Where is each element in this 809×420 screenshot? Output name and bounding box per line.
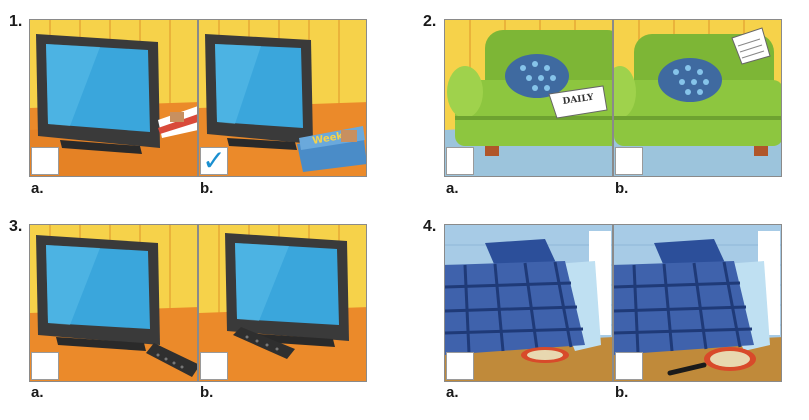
option-label: b.	[615, 180, 629, 197]
tv-magazine-illustration: Weekly	[199, 20, 366, 176]
exercise-number: 1.	[9, 13, 23, 30]
picture-option-1a[interactable]	[29, 19, 198, 177]
option-label: a.	[31, 384, 44, 401]
answer-checkbox[interactable]: ✓	[200, 147, 228, 175]
picture-option-4b[interactable]	[613, 224, 782, 382]
answer-checkbox[interactable]	[31, 147, 59, 175]
answer-checkbox[interactable]	[446, 147, 474, 175]
option-label: b.	[200, 384, 214, 401]
answer-checkbox[interactable]	[200, 352, 228, 380]
picture-option-1b[interactable]: Weekly ✓	[198, 19, 367, 177]
option-label: b.	[200, 180, 214, 197]
answer-checkbox[interactable]	[446, 352, 474, 380]
picture-option-2a[interactable]: DAILY	[444, 19, 613, 177]
picture-option-3b[interactable]	[198, 224, 367, 382]
sofa-newspaper-illustration: DAILY	[445, 20, 612, 176]
picture-option-4a[interactable]	[444, 224, 613, 382]
tv-remote-illustration	[30, 225, 197, 381]
answer-checkbox[interactable]	[31, 352, 59, 380]
tv-remote-illustration	[199, 225, 366, 381]
newspaper-title: DAILY	[562, 93, 595, 107]
exercise-number: 2.	[423, 13, 437, 30]
exercise-number: 4.	[423, 218, 437, 235]
option-label: a.	[31, 180, 44, 197]
option-label: a.	[446, 384, 459, 401]
exercise-number: 3.	[9, 218, 23, 235]
picture-option-2b[interactable]	[613, 19, 782, 177]
answer-checkbox[interactable]	[615, 352, 643, 380]
option-label: b.	[615, 384, 629, 401]
answer-checkbox[interactable]	[615, 147, 643, 175]
sofa-newspaper-illustration	[614, 20, 781, 176]
option-label: a.	[446, 180, 459, 197]
bed-racket-illustration	[614, 225, 781, 381]
picture-option-3a[interactable]	[29, 224, 198, 382]
tv-magazine-illustration	[30, 20, 197, 176]
